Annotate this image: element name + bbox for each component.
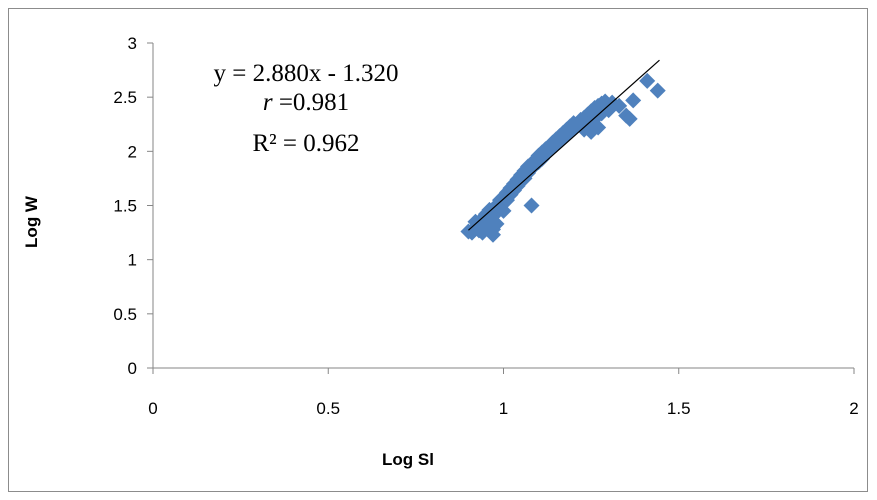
data-point bbox=[523, 197, 540, 214]
trendline-equation: y = 2.880x - 1.320 bbox=[214, 60, 399, 87]
data-point bbox=[625, 92, 642, 109]
x-axis-title: Log Sl bbox=[382, 450, 434, 469]
data-point bbox=[639, 72, 656, 89]
y-tick-labels: 0 0.5 1 1.5 2 2.5 3 bbox=[113, 34, 137, 378]
scatter-chart: 0 0.5 1 1.5 2 0 0.5 1 1.5 2 2.5 3 Log Sl Log W y =… bbox=[22, 34, 859, 469]
r-value: =0.981 bbox=[273, 89, 350, 116]
x-tick-label: 0 bbox=[148, 399, 157, 418]
data-point bbox=[611, 97, 628, 114]
y-tick-label: 0.5 bbox=[113, 305, 137, 324]
y-tick-label: 2.5 bbox=[113, 88, 137, 107]
r-squared-label: R² = 0.962 bbox=[252, 130, 359, 157]
y-tick-label: 2 bbox=[128, 142, 137, 161]
r-symbol: r bbox=[263, 89, 273, 116]
y-tick-label: 3 bbox=[128, 34, 137, 53]
data-point bbox=[488, 215, 505, 232]
data-point bbox=[649, 82, 666, 99]
data-point bbox=[621, 110, 638, 127]
trendline bbox=[468, 59, 660, 231]
y-tick-label: 1 bbox=[128, 251, 137, 270]
x-tick-label: 2 bbox=[849, 399, 858, 418]
x-tick-label: 1.5 bbox=[667, 399, 691, 418]
data-point bbox=[590, 119, 607, 136]
y-tick-label: 0 bbox=[128, 359, 137, 378]
axes bbox=[147, 42, 855, 374]
x-tick-label: 1 bbox=[499, 399, 508, 418]
correlation-coefficient: r =0.981 bbox=[263, 89, 349, 116]
y-tick-label: 1.5 bbox=[113, 197, 137, 216]
y-axis-title: Log W bbox=[22, 195, 41, 248]
data-points bbox=[460, 72, 666, 243]
x-tick-labels: 0 0.5 1 1.5 2 bbox=[148, 399, 858, 418]
chart-frame: 0 0.5 1 1.5 2 0 0.5 1 1.5 2 2.5 3 Log Sl Log W y =… bbox=[8, 8, 868, 492]
x-tick-label: 0.5 bbox=[316, 399, 340, 418]
